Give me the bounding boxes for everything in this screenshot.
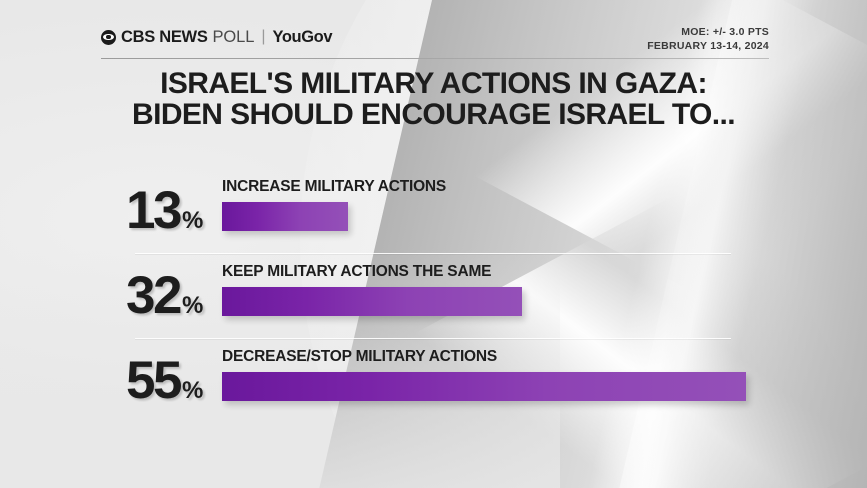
row-divider: [135, 338, 731, 339]
brand-lockup: CBS NEWS POLL | YouGov: [101, 26, 333, 48]
bar-track: [222, 372, 827, 401]
page-title: ISRAEL'S MILITARY ACTIONS IN GAZA: BIDEN…: [0, 68, 867, 130]
result-row: 13 % INCREASE MILITARY ACTIONS: [0, 168, 867, 253]
bar-track: [222, 202, 827, 231]
title-line-2: BIDEN SHOULD ENCOURAGE ISRAEL TO...: [132, 98, 736, 131]
result-body: DECREASE/STOP MILITARY ACTIONS: [222, 348, 827, 401]
result-percentage: 55 %: [126, 346, 218, 410]
result-label: DECREASE/STOP MILITARY ACTIONS: [222, 348, 498, 365]
results-list: 13 % INCREASE MILITARY ACTIONS 32 % K: [0, 168, 867, 423]
bar-track: [222, 287, 827, 316]
brand-cbs-news: CBS NEWS: [121, 27, 208, 46]
row-divider: [135, 253, 731, 254]
result-percentage: 13 %: [126, 176, 218, 240]
header: CBS NEWS POLL | YouGov MOE: +/- 3.0 PTS …: [101, 26, 769, 60]
title-line-1: ISRAEL'S MILITARY ACTIONS IN GAZA:: [160, 67, 707, 100]
result-row: 55 % DECREASE/STOP MILITARY ACTIONS: [0, 338, 867, 423]
poll-metadata: MOE: +/- 3.0 PTS FEBRUARY 13-14, 2024: [647, 26, 769, 53]
brand-separator: |: [261, 28, 266, 45]
margin-of-error: MOE: +/- 3.0 PTS: [681, 26, 769, 38]
brand-yougov: YouGov: [272, 27, 333, 46]
result-body: INCREASE MILITARY ACTIONS: [222, 178, 827, 231]
percentage-value: 32: [126, 266, 182, 325]
result-label: INCREASE MILITARY ACTIONS: [222, 178, 447, 195]
percentage-symbol: %: [181, 292, 204, 319]
percentage-symbol: %: [181, 207, 204, 234]
cbs-eye-icon: [101, 29, 116, 45]
result-percentage: 32 %: [126, 261, 218, 325]
result-bar: [222, 202, 348, 231]
result-label: KEEP MILITARY ACTIONS THE SAME: [222, 263, 492, 280]
result-body: KEEP MILITARY ACTIONS THE SAME: [222, 263, 827, 316]
percentage-value: 13: [126, 181, 182, 240]
field-dates: FEBRUARY 13-14, 2024: [647, 39, 769, 52]
result-bar: [222, 287, 522, 316]
brand-poll: POLL: [212, 27, 255, 46]
percentage-value: 55: [126, 351, 182, 410]
header-divider: [101, 58, 769, 59]
result-row: 32 % KEEP MILITARY ACTIONS THE SAME: [0, 253, 867, 338]
percentage-symbol: %: [181, 377, 204, 404]
result-bar: [222, 372, 746, 401]
